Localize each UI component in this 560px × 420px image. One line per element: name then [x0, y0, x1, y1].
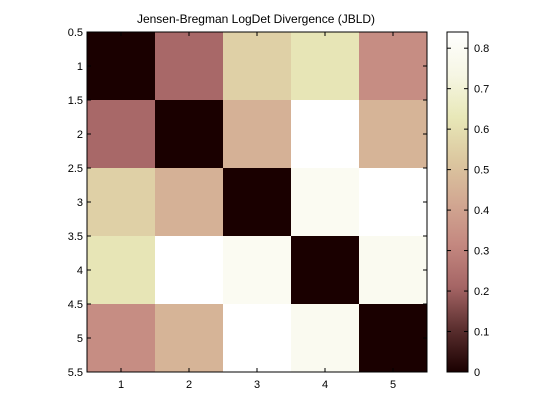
heatmap-cell-r2-c1: [87, 100, 155, 168]
heatmap-cell-r5-c2: [155, 304, 223, 372]
y-axis: 0.5 1 1.5 2 2.5 3 3.5 4 4.5 5 5.5: [68, 27, 427, 379]
colorbar-tick-label: 0.4: [474, 205, 489, 217]
heatmap-cell-r4-c1: [87, 236, 155, 304]
heatmap-cell-r5-c5: [359, 304, 427, 372]
y-tick-label: 5.5: [68, 367, 83, 379]
y-tick-label: 2: [77, 129, 83, 141]
heatmap-cell-r4-c5: [359, 236, 427, 304]
colorbar-tick-label: 0.3: [474, 246, 489, 258]
heatmap-cell-r2-c3: [223, 100, 291, 168]
heatmap-cell-r5-c3: [223, 304, 291, 372]
heatmap-cell-r1-c3: [223, 32, 291, 100]
y-tick-label: 4: [77, 265, 83, 277]
heatmap-cell-r3-c1: [87, 168, 155, 236]
heatmap-cell-r1-c1: [87, 32, 155, 100]
heatmap-cell-r4-c3: [223, 236, 291, 304]
x-tick-label: 2: [186, 379, 192, 391]
y-tick-label: 4.5: [68, 299, 83, 311]
colorbar-tick-label: 0.5: [474, 165, 489, 177]
heatmap-cell-r3-c5: [359, 168, 427, 236]
heatmap-cell-r4-c2: [155, 236, 223, 304]
colorbar-tick-label: 0.2: [474, 286, 489, 298]
heatmap-cell-r5-c1: [87, 304, 155, 372]
chart-title: Jensen-Bregman LogDet Divergence (JBLD): [137, 12, 375, 26]
heatmap-cell-r3-c2: [155, 168, 223, 236]
y-tick-label: 2.5: [68, 163, 83, 175]
heatmap-cell-r1-c2: [155, 32, 223, 100]
colorbar-tick-label: 0.8: [474, 43, 489, 55]
heatmap-cell-r1-c4: [291, 32, 359, 100]
y-tick-label: 1.5: [68, 95, 83, 107]
heatmap-cell-r2-c2: [155, 100, 223, 168]
colorbar-tick-label: 0.1: [474, 327, 489, 339]
colorbar: [446, 31, 469, 373]
heatmap-cells: [87, 32, 427, 372]
colorbar-axis: 0 0.1 0.2 0.3 0.4 0.5 0.6 0.7 0.8: [447, 43, 489, 379]
heatmap-cell-r5-c4: [291, 304, 359, 372]
y-tick-label: 0.5: [68, 27, 83, 39]
x-axis: 1 2 3 4 5: [118, 32, 396, 391]
y-tick-label: 5: [77, 333, 83, 345]
y-tick-label: 3.5: [68, 231, 83, 243]
x-tick-label: 4: [322, 379, 328, 391]
x-tick-label: 1: [118, 379, 124, 391]
y-tick-label: 3: [77, 197, 83, 209]
colorbar-tick-label: 0.7: [474, 84, 489, 96]
colorbar-tick-label: 0: [474, 367, 480, 379]
heatmap-cell-r4-c4: [291, 236, 359, 304]
heatmap-cell-r1-c5: [359, 32, 427, 100]
heatmap-cell-r2-c5: [359, 100, 427, 168]
x-tick-label: 5: [390, 379, 396, 391]
heatmap-cell-r3-c4: [291, 168, 359, 236]
x-tick-label: 3: [254, 379, 260, 391]
colorbar-tick-label: 0.6: [474, 124, 489, 136]
y-tick-label: 1: [77, 61, 83, 73]
heatmap-cell-r3-c3: [223, 168, 291, 236]
heatmap-cell-r2-c4: [291, 100, 359, 168]
